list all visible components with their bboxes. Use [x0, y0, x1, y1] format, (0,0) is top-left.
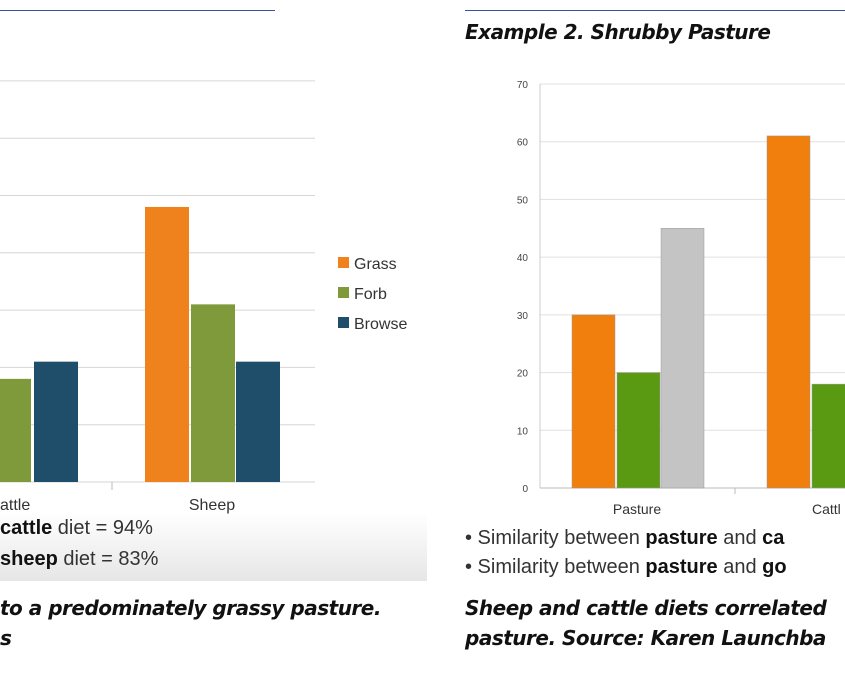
y-tick-label: 60: [517, 138, 529, 149]
bar-browse: [34, 361, 78, 482]
bar-forb: [191, 304, 235, 482]
legend-label: Forb: [354, 286, 387, 303]
notes-background: [0, 513, 427, 581]
right-note-1: • Similarity between pasture and ca: [465, 527, 784, 550]
bar: [660, 228, 705, 489]
legend-label: Browse: [354, 316, 407, 333]
top-rule-right: [465, 10, 845, 11]
y-tick-label: 0: [522, 484, 528, 495]
note-text: and: [717, 556, 763, 578]
bar: [616, 372, 661, 489]
note-bold: go: [762, 556, 787, 578]
x-label: Sheep: [189, 497, 235, 514]
y-tick-label: 10: [517, 426, 529, 437]
bar: [811, 383, 845, 489]
left-note-1: cattle diet = 94%: [0, 517, 153, 540]
note-bold: ca: [762, 527, 785, 549]
legend-swatch: [338, 257, 349, 268]
bar-browse: [236, 361, 280, 482]
caption-left-2: s: [0, 626, 12, 650]
y-tick-label: 40: [517, 253, 529, 264]
note-text: • Similarity between: [465, 556, 646, 578]
legend-label: Grass: [354, 256, 397, 273]
right-note-2: • Similarity between pasture and go: [465, 556, 787, 579]
y-tick-label: 20: [517, 369, 529, 380]
left-note-2: sheep diet = 83%: [0, 548, 158, 571]
bar: [571, 314, 616, 489]
legend-swatch: [338, 287, 349, 298]
note-bold: sheep: [0, 548, 58, 570]
caption-right-1: Sheep and cattle diets correlated: [465, 596, 827, 620]
bar-forb: [0, 378, 31, 482]
note-bold: pasture: [645, 527, 718, 549]
top-rule-left: [0, 10, 275, 11]
note-text: diet = 83%: [57, 548, 159, 570]
bar-grass: [145, 206, 189, 482]
x-label: attle: [0, 497, 30, 514]
note-text: • Similarity between: [465, 527, 646, 549]
y-tick-label: 70: [517, 80, 529, 91]
caption-right-2: pasture. Source: Karen Launchba: [465, 626, 826, 650]
caption-left-1: to a predominately grassy pasture.: [0, 596, 381, 620]
x-label: Pasture: [613, 501, 661, 517]
legend-swatch: [338, 317, 349, 328]
note-text: diet = 94%: [52, 517, 153, 539]
chart2-title: Example 2. Shrubby Pasture: [465, 20, 771, 44]
x-label: Cattl: [812, 501, 841, 517]
y-tick-label: 50: [517, 195, 529, 206]
note-bold: cattle: [0, 517, 53, 539]
y-tick-label: 30: [517, 311, 529, 322]
bar: [766, 135, 811, 489]
note-bold: pasture: [645, 556, 718, 578]
note-text: and: [717, 527, 763, 549]
